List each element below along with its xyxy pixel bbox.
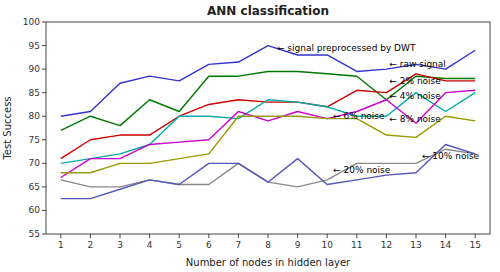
x-tick-label: 5 — [176, 240, 182, 250]
series-group — [61, 46, 475, 199]
y-tick-label: 95 — [29, 41, 40, 51]
y-tick-label: 70 — [29, 158, 41, 168]
plot-frame — [46, 22, 490, 234]
y-axis-label: Test Success — [2, 96, 13, 160]
annotation: ← raw signal — [389, 59, 445, 69]
x-tick — [475, 234, 476, 238]
series-line — [61, 93, 475, 164]
annotation: ← 8% noise — [389, 114, 441, 124]
x-tick — [60, 234, 61, 238]
y-tick-label: 100 — [23, 17, 40, 27]
y-tick-label: 85 — [29, 88, 40, 98]
x-tick-label: 8 — [265, 240, 271, 250]
y-tick — [42, 45, 46, 46]
y-tick — [42, 22, 46, 23]
x-tick — [327, 234, 328, 238]
x-tick — [90, 234, 91, 238]
x-tick-label: 4 — [147, 240, 153, 250]
annotation: ← signal preprocessed by DWT — [277, 43, 416, 53]
series-line — [61, 90, 475, 177]
title: ANN classification — [207, 4, 329, 18]
y-tick — [42, 234, 46, 235]
y-tick-label: 90 — [29, 64, 41, 74]
x-tick-label: 15 — [469, 240, 480, 250]
y-tick — [42, 139, 46, 140]
series-line — [61, 149, 475, 187]
x-tick-label: 7 — [236, 240, 242, 250]
x-tick — [149, 234, 150, 238]
annotation: ← 2% noise — [389, 76, 441, 86]
x-tick-label: 1 — [58, 240, 64, 250]
y-tick — [42, 92, 46, 93]
y-tick — [42, 186, 46, 187]
chart: 1234567891011121314155560657075808590951… — [0, 0, 500, 272]
y-tick — [42, 163, 46, 164]
y-tick-label: 55 — [29, 229, 40, 239]
y-tick-label: 60 — [29, 205, 41, 215]
x-tick — [179, 234, 180, 238]
series-line — [61, 46, 475, 117]
y-tick — [42, 210, 46, 211]
x-tick — [268, 234, 269, 238]
x-tick-label: 6 — [206, 240, 212, 250]
annotation: ← 20% noise — [333, 165, 391, 175]
y-tick — [42, 116, 46, 117]
x-tick — [416, 234, 417, 238]
x-tick — [208, 234, 209, 238]
x-tick — [120, 234, 121, 238]
x-tick-label: 12 — [381, 240, 392, 250]
x-tick — [356, 234, 357, 238]
x-tick — [386, 234, 387, 238]
x-tick-label: 14 — [440, 240, 452, 250]
x-axis-label: Number of nodes in hidden layer — [186, 257, 351, 268]
y-tick-label: 75 — [29, 135, 40, 145]
y-tick-label: 80 — [29, 111, 41, 121]
x-tick-label: 13 — [410, 240, 421, 250]
annotation: ← 4% noise — [389, 91, 441, 101]
x-tick-label: 10 — [321, 240, 333, 250]
y-tick — [42, 69, 46, 70]
x-tick-label: 2 — [88, 240, 94, 250]
x-tick-label: 9 — [295, 240, 301, 250]
x-tick-label: 11 — [351, 240, 362, 250]
annotation: ← 6% noise — [333, 111, 385, 121]
x-tick — [297, 234, 298, 238]
series-line — [61, 144, 475, 198]
x-tick — [238, 234, 239, 238]
y-tick-label: 65 — [29, 182, 40, 192]
series-line — [61, 116, 475, 173]
x-tick-label: 3 — [117, 240, 123, 250]
x-tick — [445, 234, 446, 238]
annotation: ← 10% noise — [422, 151, 480, 161]
